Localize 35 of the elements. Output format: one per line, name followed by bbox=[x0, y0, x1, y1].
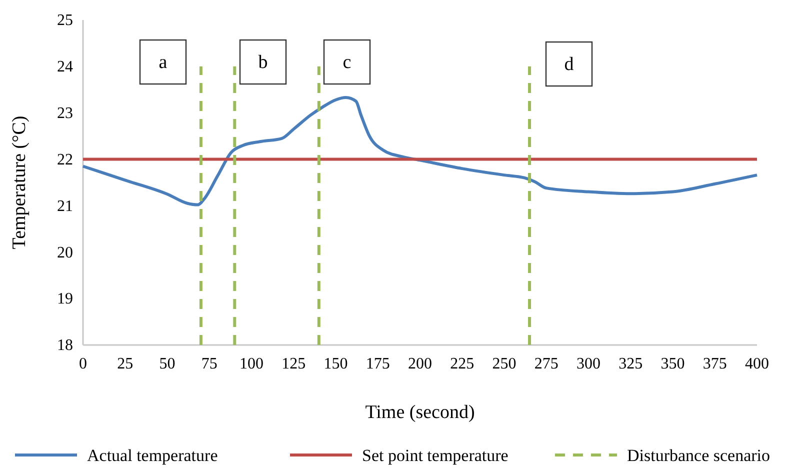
y-tick-label: 20 bbox=[57, 244, 73, 262]
x-tick-label: 50 bbox=[159, 355, 176, 372]
annotation: b bbox=[258, 52, 268, 73]
y-tick-label: 23 bbox=[57, 104, 73, 122]
y-tick-label: 18 bbox=[57, 337, 73, 354]
annotation: c bbox=[342, 52, 352, 73]
x-tick-label: 100 bbox=[240, 355, 264, 372]
x-tick-label: 300 bbox=[576, 355, 600, 372]
x-tick-label: 25 bbox=[117, 355, 134, 372]
x-tick-label: 175 bbox=[366, 355, 390, 372]
legend-label: Disturbance scenario bbox=[627, 446, 770, 465]
legend-label: Set point temperature bbox=[362, 446, 508, 465]
x-tick-label: 250 bbox=[492, 355, 516, 372]
x-tick-label: 125 bbox=[282, 355, 306, 372]
x-tick-label: 325 bbox=[618, 355, 643, 372]
x-tick-label: 375 bbox=[702, 355, 727, 372]
x-tick-label: 400 bbox=[745, 355, 769, 372]
x-tick-label: 275 bbox=[534, 355, 558, 372]
x-axis-title: Time (second) bbox=[365, 402, 475, 423]
x-tick-label: 225 bbox=[450, 355, 474, 372]
annotation: a bbox=[158, 52, 168, 73]
x-tick-label: 150 bbox=[324, 355, 348, 372]
annotation: d bbox=[564, 54, 574, 75]
y-axis-title: Temperature (°C) bbox=[9, 116, 30, 250]
y-tick-label: 21 bbox=[57, 198, 73, 215]
x-tick-label: 75 bbox=[201, 355, 218, 372]
x-tick-label: 350 bbox=[660, 355, 685, 372]
x-tick-label: 0 bbox=[79, 355, 87, 372]
x-tick-label: 200 bbox=[408, 355, 432, 372]
y-tick-label: 24 bbox=[57, 58, 73, 76]
line-series bbox=[82, 96, 758, 206]
y-tick-label: 22 bbox=[57, 151, 73, 168]
y-tick-label: 25 bbox=[57, 12, 73, 30]
legend-label: Actual temperature bbox=[87, 446, 218, 465]
y-tick-label: 19 bbox=[57, 290, 73, 308]
